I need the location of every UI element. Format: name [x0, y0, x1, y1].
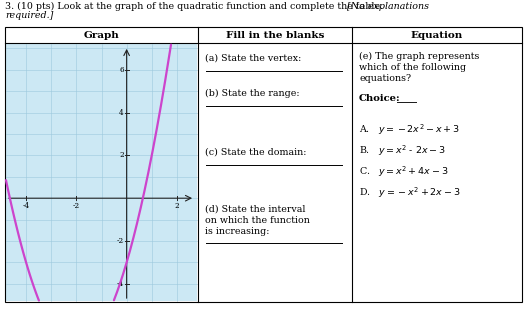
Text: -2: -2	[73, 202, 80, 210]
Text: -4: -4	[23, 202, 30, 210]
Text: B.   $y = x^2$ - $2x - 3$: B. $y = x^2$ - $2x - 3$	[359, 143, 446, 157]
Text: Equation: Equation	[411, 30, 463, 39]
Text: (a) State the vertex:: (a) State the vertex:	[205, 54, 301, 63]
Text: on which the function: on which the function	[205, 216, 310, 225]
Text: Fill in the blanks: Fill in the blanks	[226, 30, 324, 39]
Text: 2: 2	[175, 202, 179, 210]
Text: (d) State the interval: (d) State the interval	[205, 205, 306, 214]
Text: D.   $y = -x^2 + 2x - 3$: D. $y = -x^2 + 2x - 3$	[359, 185, 460, 200]
Bar	[5, 27, 522, 302]
Text: [No explanations: [No explanations	[338, 2, 429, 11]
Text: A.   $y = -2x^2 - x + 3$: A. $y = -2x^2 - x + 3$	[359, 122, 460, 137]
Text: 6: 6	[119, 66, 124, 74]
Text: C.   $y = x^2 + 4x - 3$: C. $y = x^2 + 4x - 3$	[359, 164, 448, 179]
Text: (b) State the range:: (b) State the range:	[205, 89, 299, 98]
Bar	[6, 44, 197, 301]
Text: (e) The graph represents: (e) The graph represents	[359, 52, 479, 61]
Text: -2: -2	[117, 237, 124, 245]
Text: ____: ____	[397, 94, 417, 103]
Text: 3. (10 pts) Look at the graph of the quadratic function and complete the table.: 3. (10 pts) Look at the graph of the qua…	[5, 2, 383, 11]
Text: equations?: equations?	[359, 74, 411, 83]
Text: is increasing:: is increasing:	[205, 227, 269, 236]
Text: Choice:: Choice:	[359, 94, 401, 103]
Text: -4: -4	[117, 280, 124, 288]
Text: 4: 4	[119, 108, 124, 117]
Text: which of the following: which of the following	[359, 63, 466, 72]
Text: (c) State the domain:: (c) State the domain:	[205, 148, 306, 157]
Text: 2: 2	[119, 151, 124, 159]
Text: required.]: required.]	[5, 11, 53, 20]
Text: Graph: Graph	[83, 30, 119, 39]
